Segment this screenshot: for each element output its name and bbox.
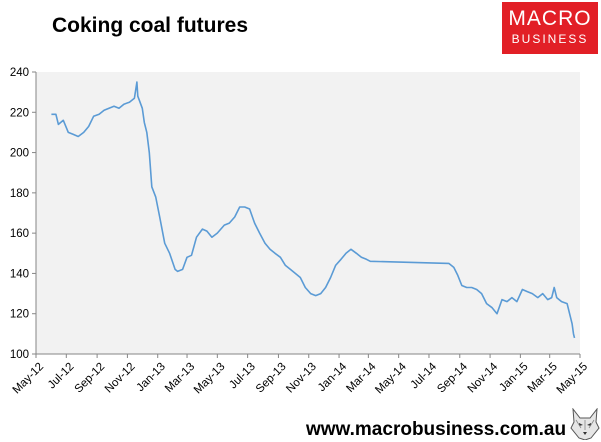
x-ticks: May-12 Jul-12Sep-12Nov-12Jan-13Mar-13May-… (11, 354, 591, 397)
y-tick-label: 140 (10, 268, 29, 280)
y-tick-label: 240 (10, 67, 29, 79)
macrobusiness-logo: MACRO BUSINESS (502, 2, 598, 54)
x-tick-label: Jan-14 (316, 360, 350, 394)
wolf-icon (570, 408, 600, 440)
plot-area (36, 72, 580, 354)
y-tick-label: 200 (10, 148, 29, 160)
x-tick-label: May-15 (555, 361, 591, 397)
x-tick-label: Nov-12 (103, 361, 138, 396)
x-tick-label: May-14 (373, 360, 409, 396)
y-tick-label: 180 (10, 188, 29, 200)
x-tick-label: Jan-13 (135, 361, 168, 394)
x-tick-label: May-13 (192, 361, 228, 397)
x-tick-label: Nov-13 (284, 361, 319, 396)
y-tick-label: 220 (10, 107, 29, 119)
website-url: www.macrobusiness.com.au (306, 419, 567, 440)
x-tick-label: Sep-13 (254, 361, 289, 396)
chart-title: Coking coal futures (52, 14, 249, 37)
y-tick-label: 100 (10, 349, 29, 361)
logo-line-2: BUSINESS (511, 32, 589, 46)
y-tick-label: 160 (10, 228, 29, 240)
y-tick-label: 120 (10, 309, 29, 321)
x-tick-label: Mar-13 (163, 361, 197, 395)
x-tick-label: Sep-14 (435, 360, 470, 395)
logo-line-1: MACRO (508, 7, 592, 30)
x-tick-label: Jan-15 (497, 361, 530, 394)
y-ticks: 100 120 140 160 180 200 220 240 (10, 67, 36, 361)
x-tick-label: Sep-12 (73, 361, 108, 396)
series-line (51, 81, 576, 339)
x-tick-label: Nov-14 (466, 360, 501, 395)
x-tick-label: Mar-15 (526, 361, 560, 395)
x-tick-label: May-12 (11, 361, 47, 397)
